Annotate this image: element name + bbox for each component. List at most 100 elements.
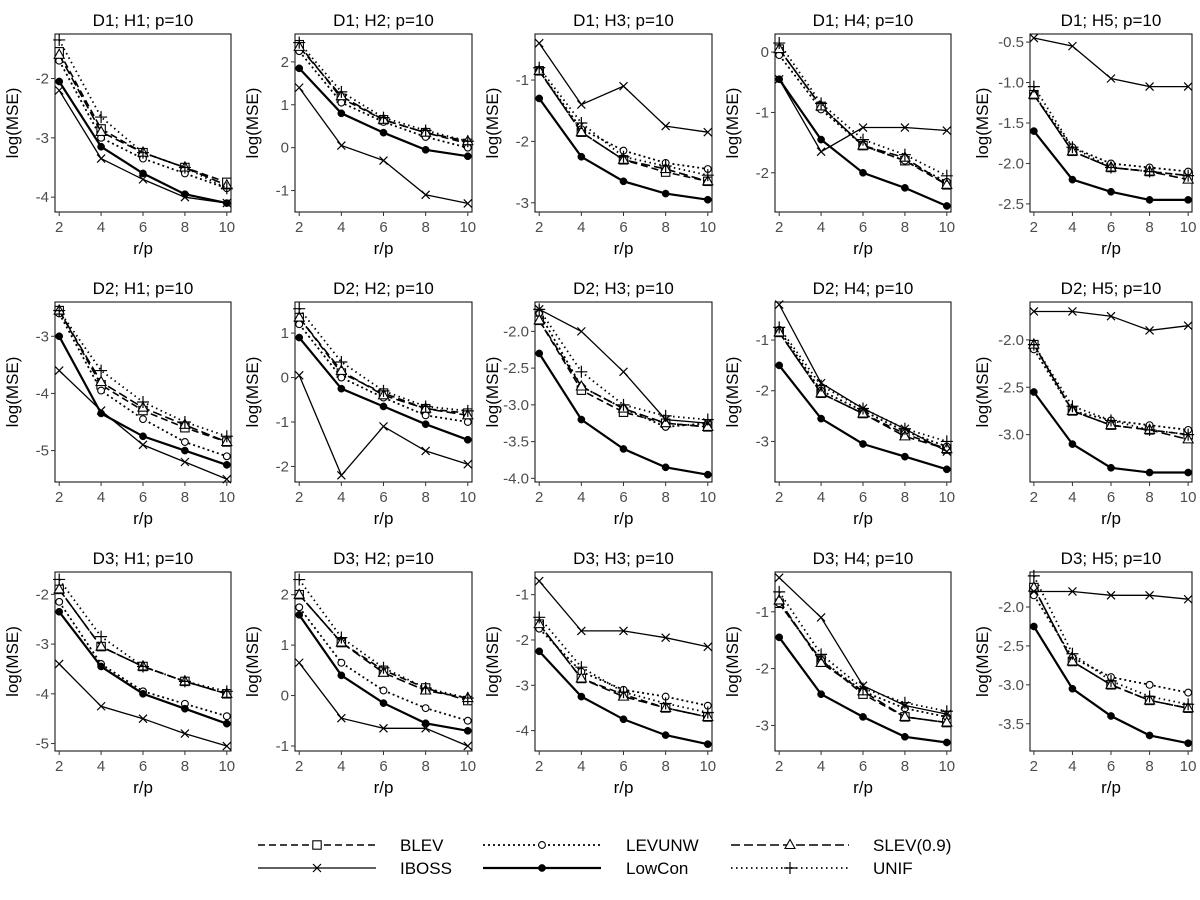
data-point	[137, 396, 149, 408]
data-point	[137, 146, 149, 159]
data-point	[295, 611, 304, 619]
series-line	[298, 308, 468, 412]
series-lowcon	[55, 77, 231, 207]
data-point	[942, 738, 951, 747]
data-point	[774, 573, 784, 583]
data-point	[1066, 647, 1079, 660]
x-tick-label: 2	[535, 758, 543, 775]
y-tick-label: 1	[281, 97, 289, 114]
data-point	[379, 699, 388, 707]
data-point	[54, 659, 64, 669]
x-tick-label: 6	[139, 489, 147, 506]
y-tick-label: -3	[516, 195, 529, 212]
x-tick-label: 10	[938, 758, 955, 775]
data-point	[53, 573, 66, 586]
y-axis-label: log(MSE)	[3, 626, 22, 697]
panel-d3-h5-p-10: D3; H5; p=10 2 4 6 8 10 r/p -3.5 -3.0 -2.5 -2.0 log…	[973, 549, 1196, 797]
x-tick-label: 4	[1068, 489, 1076, 506]
legend-marker	[784, 862, 796, 874]
plot-frame	[774, 301, 952, 483]
data-point	[463, 741, 473, 751]
data-point	[180, 729, 190, 739]
x-axis-label: r/p	[1101, 509, 1121, 528]
y-tick-label: -2	[516, 632, 529, 649]
data-point	[1068, 41, 1077, 51]
data-point	[1106, 311, 1116, 321]
y-axis-label: log(MSE)	[243, 357, 262, 428]
y-tick-label: -3	[36, 130, 49, 147]
data-point	[659, 409, 672, 422]
y-axis-label: log(MSE)	[483, 357, 502, 428]
data-point	[379, 402, 388, 411]
data-point	[942, 126, 952, 135]
series-unif	[1027, 569, 1195, 711]
data-point	[535, 647, 544, 656]
plot-frame	[534, 571, 713, 752]
data-point	[575, 365, 588, 378]
data-point	[1029, 587, 1039, 596]
series-unif	[293, 573, 474, 705]
data-point	[463, 152, 472, 161]
data-point	[335, 356, 348, 368]
data-point	[617, 398, 630, 411]
data-point	[940, 435, 953, 448]
data-point	[858, 123, 868, 132]
data-point	[1107, 712, 1115, 720]
data-point	[857, 682, 869, 695]
data-point	[859, 440, 867, 448]
panel-title: D2; H4; p=10	[813, 279, 914, 298]
y-axis-label: log(MSE)	[483, 88, 502, 159]
y-axis-label: log(MSE)	[973, 357, 992, 428]
data-point	[703, 740, 712, 749]
x-tick-label: 2	[1030, 758, 1038, 775]
data-point	[817, 135, 825, 144]
panel-title: D1; H1; p=10	[93, 11, 194, 30]
data-point	[222, 199, 231, 207]
data-point	[379, 156, 388, 165]
data-point	[54, 85, 64, 95]
data-point	[463, 198, 473, 208]
series-lowcon	[775, 75, 951, 210]
y-tick-label: 0	[281, 140, 289, 157]
x-tick-label: 8	[661, 489, 669, 506]
y-tick-label: -4	[36, 385, 49, 402]
data-point	[1145, 468, 1154, 477]
data-point	[534, 38, 544, 48]
x-tick-label: 4	[1068, 758, 1076, 775]
data-point	[222, 712, 231, 721]
x-axis-label: r/p	[374, 778, 394, 797]
y-tick-label: -4	[516, 723, 529, 740]
x-tick-label: 10	[218, 219, 235, 236]
x-axis-label: r/p	[614, 778, 634, 797]
data-point	[1029, 307, 1039, 316]
data-point	[533, 303, 546, 316]
data-point	[55, 597, 64, 606]
data-point	[463, 716, 472, 725]
data-point	[619, 177, 628, 186]
series-lowcon	[1030, 388, 1192, 477]
data-point	[139, 169, 147, 178]
y-tick-label: -2.0	[998, 332, 1024, 349]
x-tick-label: 6	[619, 758, 627, 775]
x-tick-label: 4	[577, 489, 585, 506]
legend-item-iboss: IBOSS	[258, 859, 452, 878]
data-point	[421, 704, 430, 713]
data-point	[222, 719, 231, 728]
data-point	[1105, 674, 1117, 687]
legend-marker	[538, 864, 546, 872]
x-tick-label: 6	[1107, 758, 1115, 775]
legend-label: LowCon	[626, 859, 688, 878]
y-tick-label: 0	[281, 688, 289, 705]
y-tick-label: 1	[281, 637, 289, 654]
panel-title: D2; H2; p=10	[333, 279, 434, 298]
y-tick-label: 2	[281, 54, 289, 71]
y-tick-label: -3	[756, 433, 769, 450]
series-line	[58, 312, 228, 458]
data-point	[1184, 468, 1192, 477]
x-tick-label: 6	[1107, 489, 1115, 506]
data-point	[461, 404, 474, 417]
y-tick-label: -3	[36, 636, 49, 653]
data-point	[1107, 463, 1115, 472]
y-tick-label: -2.0	[998, 599, 1024, 616]
